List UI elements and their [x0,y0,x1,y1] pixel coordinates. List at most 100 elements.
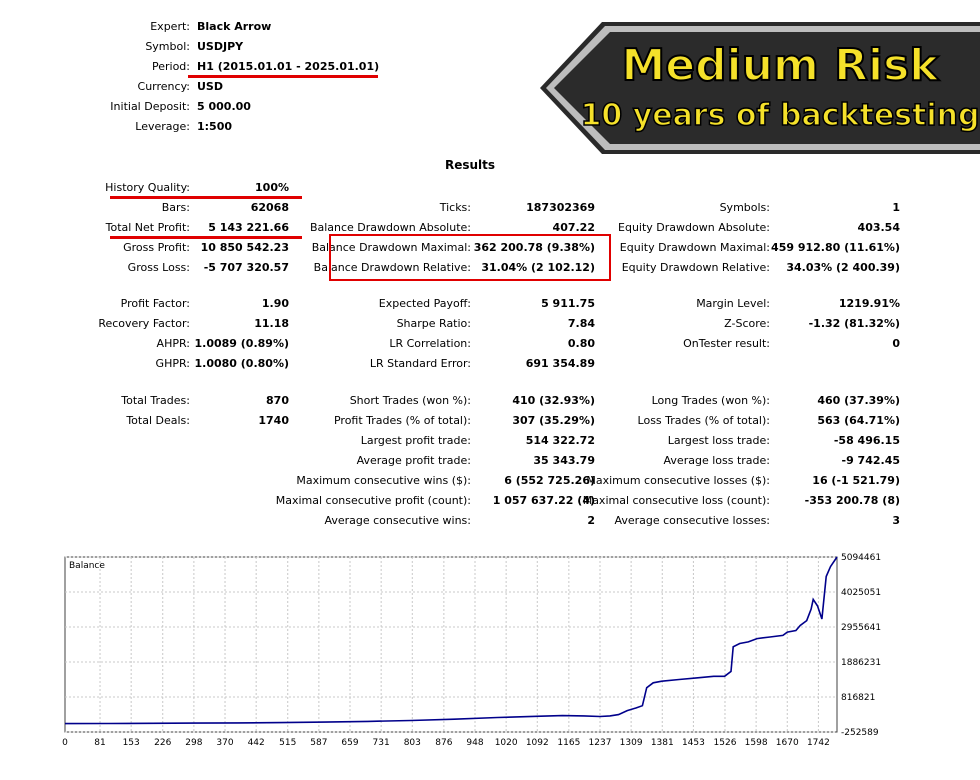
initial-deposit-label: Initial Deposit: [110,100,190,113]
y-tick-label: -252589 [841,728,879,738]
total-trades-label: Total Trades: [121,394,190,407]
profit-factor-value: 1.90 [261,297,289,310]
largest-loss-trade-value: -58 496.15 [833,434,900,447]
profit-trades-label: Profit Trades (% of total): [333,414,471,427]
x-tick-label: 731 [373,738,390,748]
maximal-consecutive-loss-label: Maximal consecutive loss (count): [582,494,770,507]
period-value: H1 (2015.01.01 - 2025.01.01) [197,60,380,73]
promo-banner: Medium Risk 10 years of backtesting [540,22,980,154]
x-tick-label: 948 [466,738,483,748]
total-deals-label: Total Deals: [126,414,190,427]
equity-drawdown-maximal-value: 459 912.80 (11.61%) [771,241,900,254]
y-tick-label: 4025051 [841,588,881,598]
lr-standard-error-value: 691 354.89 [525,357,595,370]
largest-loss-trade-label: Largest loss trade: [667,434,770,447]
x-tick-label: 1092 [526,738,549,748]
average-loss-trade-label: Average loss trade: [663,454,770,467]
recovery-factor-label: Recovery Factor: [98,317,190,330]
max-consecutive-losses-value: 16 (-1 521.79) [812,474,900,487]
balance-drawdown-highlight [329,234,611,281]
lr-correlation-value: 0.80 [567,337,595,350]
profit-trades-value: 307 (35.29%) [512,414,595,427]
equity-drawdown-relative-label: Equity Drawdown Relative: [621,261,770,274]
period-label: Period: [151,60,190,73]
x-tick-label: 803 [404,738,421,748]
expected-payoff-label: Expected Payoff: [378,297,471,310]
balance-drawdown-relative-value: 31.04% (2 102.12) [481,261,595,274]
chart-title: Balance [69,561,105,571]
banner-subtitle: 10 years of backtesting [581,98,980,133]
chart-x-axis-labels: 0 81 153 226 298 370 442 515 587 659 731 803 876 948 1… [62,738,830,748]
expert-label: Expert: [150,20,190,33]
x-tick-label: 1309 [620,738,643,748]
x-tick-label: 515 [279,738,296,748]
x-tick-label: 1381 [651,738,674,748]
average-consecutive-losses-label: Average consecutive losses: [614,514,770,527]
maximal-consecutive-loss-value: -353 200.78 (8) [804,494,900,507]
x-tick-label: 1020 [495,738,518,748]
x-tick-label: 876 [435,738,452,748]
chart-y-axis-labels: 5094461 4025051 2955641 1886231 816821 -25258… [841,553,881,738]
leverage-label: Leverage: [135,120,190,133]
y-tick-label: 816821 [841,693,875,703]
x-tick-label: 153 [123,738,140,748]
symbol-label: Symbol: [145,40,190,53]
symbols-value: 1 [892,201,900,214]
x-tick-label: 1670 [776,738,799,748]
initial-deposit-value: 5 000.00 [197,100,251,113]
long-trades-value: 460 (37.39%) [817,394,900,407]
ghpr-label: GHPR: [155,357,190,370]
x-tick-label: 1742 [807,738,830,748]
balance-drawdown-absolute-label: Balance Drawdown Absolute: [309,221,471,234]
ticks-label: Ticks: [439,201,471,214]
x-tick-label: 659 [341,738,358,748]
x-tick-label: 81 [94,738,105,748]
x-tick-label: 298 [185,738,202,748]
x-tick-label: 442 [248,738,265,748]
largest-profit-trade-value: 514 322.72 [525,434,595,447]
results-title: Results [444,158,496,172]
margin-level-value: 1219.91% [838,297,900,310]
equity-drawdown-absolute-value: 403.54 [857,221,900,234]
balance-drawdown-relative-label: Balance Drawdown Relative: [313,261,471,274]
total-trades-value: 870 [266,394,289,407]
loss-trades-label: Loss Trades (% of total): [637,414,770,427]
bars-value: 62068 [250,201,289,214]
average-profit-trade-label: Average profit trade: [356,454,471,467]
x-tick-label: 587 [310,738,327,748]
x-tick-label: 0 [62,738,68,748]
ahpr-value: 1.0089 (0.89%) [194,337,290,350]
ahpr-label: AHPR: [156,337,190,350]
margin-level-label: Margin Level: [696,297,770,310]
chart-grid-vertical [99,557,819,732]
long-trades-label: Long Trades (won %): [651,394,770,407]
ontester-result-value: 0 [892,337,900,350]
lr-correlation-label: LR Correlation: [389,337,471,350]
x-tick-label: 1165 [557,738,580,748]
symbols-label: Symbols: [719,201,770,214]
average-consecutive-wins-label: Average consecutive wins: [324,514,471,527]
symbol-value: USDJPY [197,40,244,53]
leverage-value: 1:500 [197,120,233,133]
gross-loss-value: -5 707 320.57 [203,261,289,274]
lr-standard-error-label: LR Standard Error: [369,357,471,370]
ontester-result-label: OnTester result: [683,337,770,350]
history-quality-underline [110,196,302,199]
largest-profit-trade-label: Largest profit trade: [360,434,471,447]
balance-chart: Balance 0 81 153 226 298 370 442 515 587 659 731 80… [62,553,881,748]
balance-drawdown-maximal-label: Balance Drawdown Maximal: [311,241,471,254]
total-deals-value: 1740 [258,414,289,427]
history-quality-label: History Quality: [105,181,190,194]
history-quality-value: 100% [255,181,289,194]
x-tick-label: 1526 [714,738,737,748]
maximal-consecutive-profit-label: Maximal consecutive profit (count): [275,494,471,507]
chart-grid-horizontal [65,556,837,733]
max-consecutive-wins-label: Maximum consecutive wins ($): [296,474,471,487]
period-underline [188,75,378,78]
ghpr-value: 1.0080 (0.80%) [194,357,290,370]
gross-loss-label: Gross Loss: [127,261,190,274]
average-loss-trade-value: -9 742.45 [841,454,901,467]
equity-drawdown-absolute-label: Equity Drawdown Absolute: [618,221,770,234]
banner-title: Medium Risk [621,40,940,91]
gross-profit-label: Gross Profit: [123,241,190,254]
